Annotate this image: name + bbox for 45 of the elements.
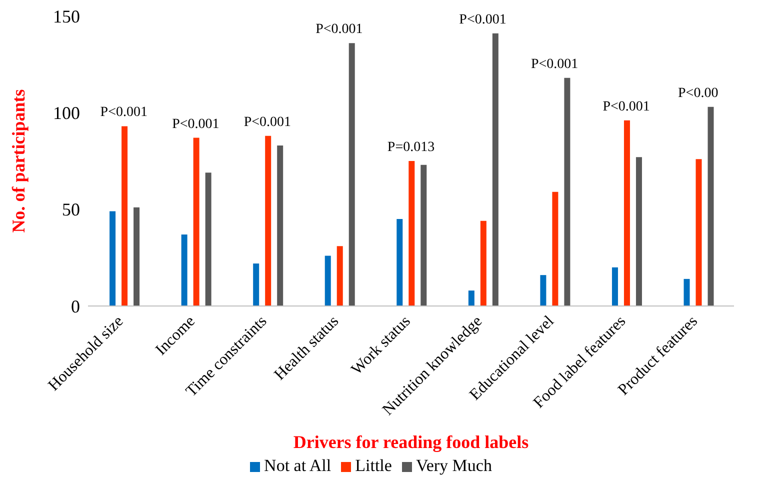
bar — [612, 267, 618, 306]
x-axis-title: Drivers for reading food labels — [293, 432, 529, 452]
bar — [277, 146, 284, 306]
annotation: P<0.001 — [530, 56, 578, 72]
bar — [193, 138, 200, 306]
y-axis-title: No. of participants — [8, 89, 28, 233]
bar — [265, 136, 272, 306]
bar — [624, 120, 630, 306]
bar — [408, 161, 415, 306]
bar — [181, 234, 188, 306]
bar — [540, 275, 546, 306]
bar — [696, 159, 702, 306]
bar — [396, 219, 403, 306]
bar — [336, 246, 343, 306]
y-tick-label: 150 — [53, 6, 80, 26]
bar — [110, 211, 116, 306]
y-tick-label: 100 — [53, 103, 80, 124]
bar — [134, 207, 140, 306]
annotation: P=0.013 — [387, 140, 435, 155]
legend-label: Not at All — [264, 456, 332, 475]
annotation: P<0.001 — [244, 114, 292, 130]
bar — [348, 43, 355, 306]
bar — [684, 278, 690, 306]
bar — [253, 263, 260, 306]
bar — [564, 78, 570, 306]
bar — [492, 33, 498, 306]
y-tick-label: 0 — [71, 296, 80, 316]
annotation: P<0.001 — [100, 105, 148, 120]
bar — [636, 157, 642, 306]
y-tick-label: 50 — [62, 200, 80, 220]
bar — [708, 106, 714, 306]
bar — [122, 126, 128, 306]
bar — [468, 290, 474, 306]
legend-label: Little — [355, 456, 392, 475]
bar — [420, 164, 427, 306]
bar — [205, 172, 212, 306]
annotation: P<0.001 — [172, 116, 220, 132]
bar — [552, 192, 558, 306]
annotation: P<0.001 — [459, 12, 506, 28]
annotation: P<0.001 — [316, 22, 363, 38]
annotation: P<0.001 — [602, 99, 650, 114]
bar — [480, 220, 486, 306]
legend-label: Very Much — [416, 456, 492, 475]
annotation: P<0.00 — [678, 86, 718, 101]
bar — [324, 256, 331, 306]
